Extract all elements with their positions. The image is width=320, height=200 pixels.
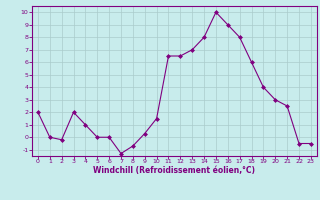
X-axis label: Windchill (Refroidissement éolien,°C): Windchill (Refroidissement éolien,°C) xyxy=(93,166,255,175)
